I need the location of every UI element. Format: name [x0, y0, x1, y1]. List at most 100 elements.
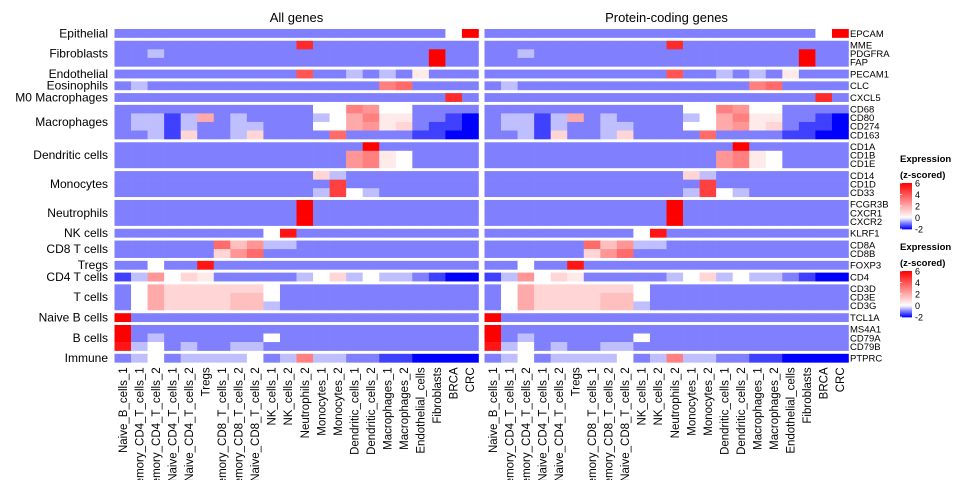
- heatmap-cell: [798, 142, 816, 152]
- heatmap-cell: [296, 284, 314, 294]
- heatmap-cell: [567, 121, 585, 131]
- heatmap-cell: [114, 301, 132, 311]
- heatmap-cell: [313, 249, 330, 258]
- heatmap-cell: [114, 49, 132, 59]
- gene-label: PECAM1: [850, 69, 889, 80]
- heatmap-cell: [600, 272, 618, 282]
- heatmap-cell: [534, 301, 551, 311]
- heatmap-cell: [131, 249, 148, 258]
- heatmap-cell: [230, 179, 248, 189]
- heatmap-cell: [147, 292, 165, 302]
- column-label: Tregs: [201, 367, 213, 396]
- heatmap-cell: [567, 130, 585, 140]
- heatmap-cell: [164, 142, 181, 152]
- heatmap-cell: [550, 159, 568, 169]
- heatmap-cell: [362, 249, 380, 258]
- heatmap-cell: [782, 313, 800, 323]
- heatmap-cell: [831, 353, 849, 363]
- heatmap-cell: [164, 199, 181, 209]
- legend-color-step: [900, 215, 912, 217]
- heatmap-cell: [131, 130, 148, 140]
- legend-color-step: [900, 218, 912, 221]
- heatmap-cell: [484, 130, 502, 140]
- heatmap-cell: [213, 49, 231, 59]
- heatmap-cell: [765, 29, 783, 38]
- heatmap-cell: [362, 104, 380, 114]
- heatmap-cell: [765, 301, 783, 311]
- heatmap-cell: [362, 292, 380, 302]
- column-label: Fibroblasts: [432, 367, 444, 423]
- heatmap-cell: [362, 324, 380, 334]
- row-group-label: Endothelial: [49, 67, 108, 81]
- heatmap-cell: [716, 57, 733, 67]
- heatmap-cell: [633, 159, 651, 169]
- heatmap-cell: [296, 29, 314, 38]
- heatmap-cell: [484, 333, 502, 343]
- heatmap-cell: [428, 130, 446, 140]
- heatmap-cell: [616, 142, 634, 152]
- heatmap-cell: [213, 292, 231, 302]
- heatmap-cell: [346, 342, 363, 351]
- legend-color-step: [900, 276, 912, 279]
- heatmap-cell: [716, 313, 733, 323]
- heatmap-cell: [666, 260, 684, 270]
- heatmap-cell: [164, 57, 181, 67]
- heatmap-cell: [213, 353, 231, 363]
- heatmap-cell: [501, 81, 518, 91]
- heatmap-cell: [197, 113, 215, 123]
- heatmap-cell: [180, 179, 198, 189]
- heatmap-cell: [197, 179, 215, 189]
- heatmap-cell: [782, 240, 800, 250]
- heatmap-cell: [164, 69, 181, 79]
- heatmap-cell: [346, 40, 363, 50]
- heatmap-cell: [798, 179, 816, 189]
- heatmap-cell: [683, 333, 700, 343]
- heatmap-cell: [279, 113, 297, 123]
- legend-color-step: [900, 273, 912, 275]
- heatmap-cell: [131, 159, 148, 169]
- heatmap-cell: [445, 272, 463, 282]
- heatmap-cell: [114, 188, 132, 198]
- gene-label: FAP: [850, 58, 868, 69]
- heatmap-cell: [600, 142, 618, 152]
- heatmap-cell: [147, 353, 165, 363]
- heatmap-cell: [197, 217, 215, 226]
- heatmap-cell: [749, 292, 767, 302]
- heatmap-cell: [649, 69, 667, 79]
- heatmap-cell: [484, 40, 502, 50]
- heatmap-cell: [461, 130, 479, 140]
- heatmap-cell: [683, 228, 700, 238]
- heatmap-cell: [765, 188, 783, 198]
- column-label: Naive_B_cells_1: [488, 367, 500, 453]
- column-label: Dendritic_cells_2: [736, 367, 748, 455]
- heatmap-cell: [716, 130, 733, 140]
- heatmap-cell: [517, 292, 535, 302]
- heatmap-cell: [583, 342, 601, 351]
- heatmap-cell: [600, 208, 618, 218]
- heatmap-cell: [831, 93, 849, 102]
- heatmap-cell: [346, 29, 363, 38]
- heatmap-cell: [279, 81, 297, 91]
- heatmap-cell: [683, 40, 700, 50]
- heatmap-cell: [517, 159, 535, 169]
- heatmap-cell: [782, 57, 800, 67]
- heatmap-cell: [567, 104, 585, 114]
- heatmap-cell: [633, 324, 651, 334]
- heatmap-cell: [666, 81, 684, 91]
- heatmap-cell: [362, 313, 380, 323]
- column-label: Memory_CD4_T_cells_1: [134, 367, 146, 480]
- legend-color-step: [900, 187, 912, 190]
- legend-color-step: [900, 272, 912, 274]
- legend-color-step: [900, 223, 912, 225]
- heatmap-cell: [831, 104, 849, 114]
- heatmap-cell: [263, 130, 281, 140]
- heatmap-cell: [815, 179, 833, 189]
- heatmap-cell: [583, 353, 601, 363]
- heatmap-cell: [633, 333, 651, 343]
- heatmap-cell: [567, 301, 585, 311]
- heatmap-cell: [213, 260, 231, 270]
- heatmap-cell: [395, 324, 413, 334]
- heatmap-cell: [616, 217, 634, 226]
- heatmap-cell: [732, 342, 750, 351]
- heatmap-cell: [484, 121, 502, 131]
